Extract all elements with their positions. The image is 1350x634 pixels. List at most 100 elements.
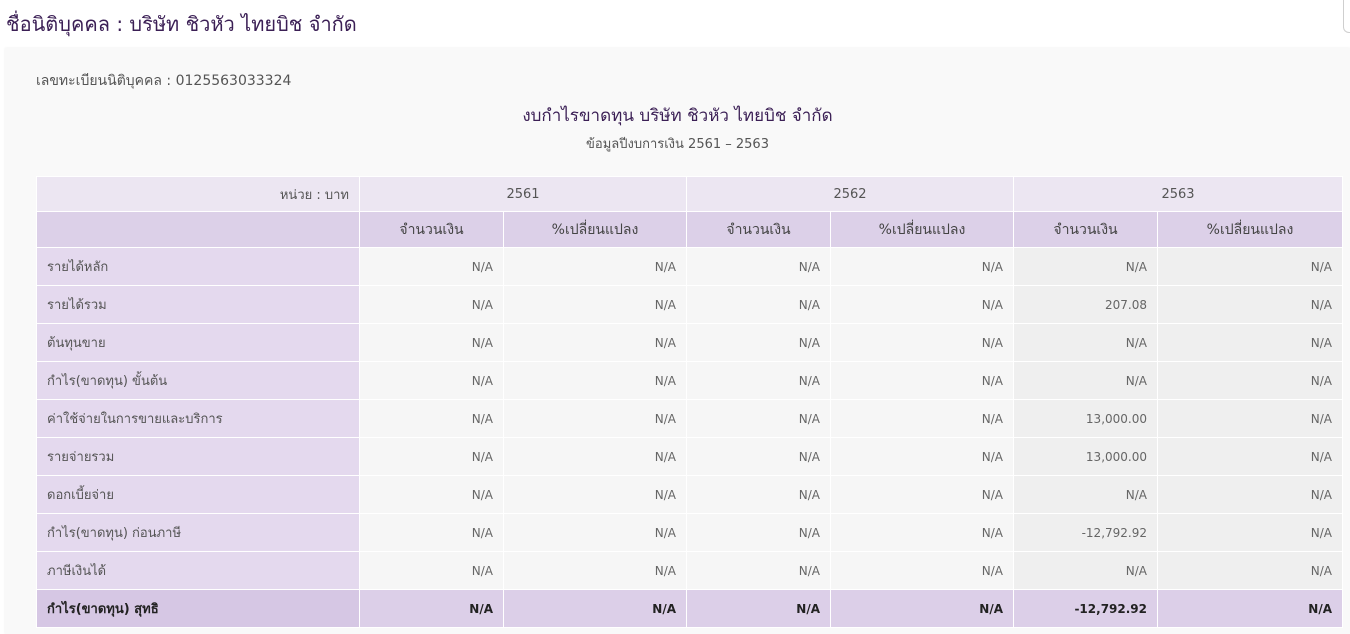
change-cell: N/A xyxy=(1157,285,1343,324)
report-subtitle: ข้อมูลปีงบการเงิน 2561 – 2563 xyxy=(586,137,769,152)
change-cell: N/A xyxy=(830,323,1014,362)
table-row: รายได้หลัก N/A N/A N/A N/A N/A N/A xyxy=(36,247,1343,286)
table-row: ดอกเบี้ยจ่าย N/A N/A N/A N/A N/A N/A xyxy=(36,475,1343,514)
change-cell: N/A xyxy=(1157,513,1343,552)
year-header: 2561 xyxy=(359,176,687,212)
change-cell: N/A xyxy=(830,361,1014,400)
change-cell: N/A xyxy=(503,475,687,514)
change-header: %เปลี่ยนแปลง xyxy=(503,211,687,248)
change-cell: N/A xyxy=(830,399,1014,438)
amount-cell: N/A xyxy=(686,513,831,552)
amount-header: จำนวนเงิน xyxy=(1013,211,1158,248)
change-cell: N/A xyxy=(830,513,1014,552)
year-header-row: หน่วย : บาท 2561 2562 2563 xyxy=(36,176,1343,212)
row-label: ดอกเบี้ยจ่าย xyxy=(36,475,360,514)
change-cell: N/A xyxy=(503,437,687,476)
change-cell: N/A xyxy=(1157,589,1343,628)
amount-cell: N/A xyxy=(359,399,504,438)
amount-cell: N/A xyxy=(686,551,831,590)
row-label: กำไร(ขาดทุน) ขั้นต้น xyxy=(36,361,360,400)
amount-cell: N/A xyxy=(686,247,831,286)
registration-number: เลขทะเบียนนิติบุคคล : 0125563033324 xyxy=(36,73,292,89)
row-label: กำไร(ขาดทุน) สุทธิ xyxy=(36,589,360,628)
amount-cell: N/A xyxy=(359,437,504,476)
table-row: รายได้รวม N/A N/A N/A N/A 207.08 N/A xyxy=(36,285,1343,324)
change-cell: N/A xyxy=(503,323,687,362)
table-row-total: กำไร(ขาดทุน) สุทธิ N/A N/A N/A N/A -12,792.92… xyxy=(36,589,1343,628)
change-cell: N/A xyxy=(830,475,1014,514)
table-row: กำไร(ขาดทุน) ขั้นต้น N/A N/A N/A N/A N/A N/A xyxy=(36,361,1343,400)
row-label: ค่าใช้จ่ายในการขายและบริการ xyxy=(36,399,360,438)
table-row: กำไร(ขาดทุน) ก่อนภาษี N/A N/A N/A N/A -12,792… xyxy=(36,513,1343,552)
row-label: ต้นทุนขาย xyxy=(36,323,360,362)
change-cell: N/A xyxy=(1157,437,1343,476)
row-label: รายได้หลัก xyxy=(36,247,360,286)
row-label: รายได้รวม xyxy=(36,285,360,324)
change-cell: N/A xyxy=(1157,399,1343,438)
amount-cell: N/A xyxy=(686,437,831,476)
year-header: 2562 xyxy=(686,176,1014,212)
amount-cell: N/A xyxy=(359,323,504,362)
change-cell: N/A xyxy=(830,285,1014,324)
amount-cell: N/A xyxy=(686,475,831,514)
amount-cell: 207.08 xyxy=(1013,285,1158,324)
page-title: ชื่อนิติบุคคล : บริษัท ชิวหัว ไทยบิช จำก… xyxy=(6,12,357,36)
amount-cell: N/A xyxy=(686,589,831,628)
amount-cell: N/A xyxy=(1013,475,1158,514)
change-cell: N/A xyxy=(1157,247,1343,286)
change-cell: N/A xyxy=(1157,475,1343,514)
row-label: รายจ่ายรวม xyxy=(36,437,360,476)
year-header: 2563 xyxy=(1013,176,1343,212)
change-cell: N/A xyxy=(503,285,687,324)
report-title: งบกำไรขาดทุน บริษัท ชิวหัว ไทยบิช จำกัด xyxy=(522,106,833,126)
change-cell: N/A xyxy=(503,361,687,400)
change-header: %เปลี่ยนแปลง xyxy=(1157,211,1343,248)
change-cell: N/A xyxy=(503,589,687,628)
amount-cell: N/A xyxy=(686,323,831,362)
amount-cell: N/A xyxy=(1013,323,1158,362)
change-cell: N/A xyxy=(503,399,687,438)
scrollbar[interactable] xyxy=(1343,0,1350,33)
row-label: ภาษีเงินได้ xyxy=(36,551,360,590)
change-cell: N/A xyxy=(1157,551,1343,590)
change-cell: N/A xyxy=(1157,361,1343,400)
unit-label: หน่วย : บาท xyxy=(36,176,360,212)
amount-cell: N/A xyxy=(359,589,504,628)
column-header-row: จำนวนเงิน %เปลี่ยนแปลง จำนวนเงิน %เปลี่ย… xyxy=(36,211,1343,248)
financial-panel: เลขทะเบียนนิติบุคคล : 0125563033324 งบกำ… xyxy=(5,48,1350,634)
amount-cell: N/A xyxy=(359,551,504,590)
amount-cell: N/A xyxy=(1013,361,1158,400)
amount-cell: 13,000.00 xyxy=(1013,437,1158,476)
change-cell: N/A xyxy=(503,247,687,286)
change-cell: N/A xyxy=(503,513,687,552)
amount-cell: N/A xyxy=(1013,247,1158,286)
amount-header: จำนวนเงิน xyxy=(359,211,504,248)
table-row: รายจ่ายรวม N/A N/A N/A N/A 13,000.00 N/A xyxy=(36,437,1343,476)
amount-cell: N/A xyxy=(359,247,504,286)
table-row: ค่าใช้จ่ายในการขายและบริการ N/A N/A N/A N/A 1… xyxy=(36,399,1343,438)
table-row: ภาษีเงินได้ N/A N/A N/A N/A N/A N/A xyxy=(36,551,1343,590)
change-cell: N/A xyxy=(830,247,1014,286)
change-cell: N/A xyxy=(1157,323,1343,362)
amount-cell: -12,792.92 xyxy=(1013,513,1158,552)
amount-cell: N/A xyxy=(686,285,831,324)
amount-cell: N/A xyxy=(359,285,504,324)
amount-cell: -12,792.92 xyxy=(1013,589,1158,628)
change-cell: N/A xyxy=(830,437,1014,476)
amount-header: จำนวนเงิน xyxy=(686,211,831,248)
amount-cell: N/A xyxy=(359,361,504,400)
amount-cell: N/A xyxy=(686,361,831,400)
blank-header xyxy=(36,211,360,248)
table-row: ต้นทุนขาย N/A N/A N/A N/A N/A N/A xyxy=(36,323,1343,362)
amount-cell: 13,000.00 xyxy=(1013,399,1158,438)
amount-cell: N/A xyxy=(686,399,831,438)
change-header: %เปลี่ยนแปลง xyxy=(830,211,1014,248)
change-cell: N/A xyxy=(830,551,1014,590)
amount-cell: N/A xyxy=(359,513,504,552)
row-label: กำไร(ขาดทุน) ก่อนภาษี xyxy=(36,513,360,552)
income-statement-table: หน่วย : บาท 2561 2562 2563 จำนวนเงิน %เป… xyxy=(36,176,1343,628)
amount-cell: N/A xyxy=(1013,551,1158,590)
change-cell: N/A xyxy=(503,551,687,590)
amount-cell: N/A xyxy=(359,475,504,514)
change-cell: N/A xyxy=(830,589,1014,628)
